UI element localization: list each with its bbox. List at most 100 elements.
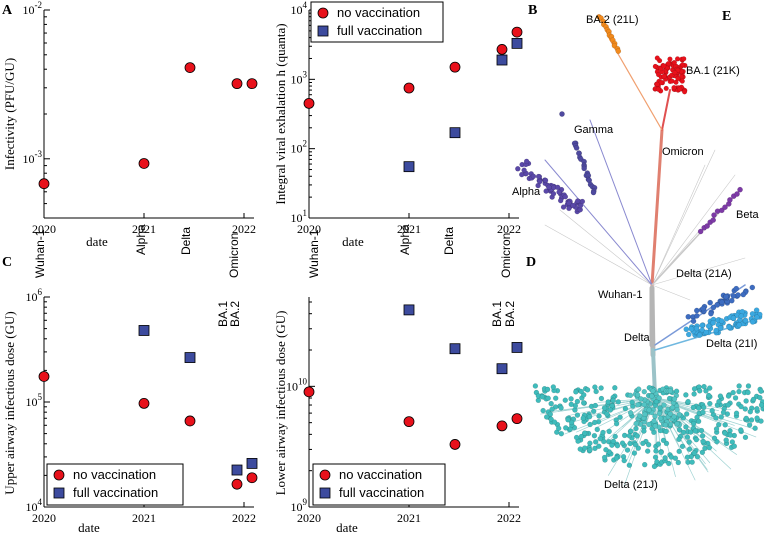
tree-branch-gamma <box>589 119 653 286</box>
tree-tip-delta-21j <box>581 430 588 436</box>
tree-tip-delta-21j <box>652 454 659 460</box>
tree-tip-delta-21a <box>730 293 737 299</box>
tree-tip-delta-21j <box>548 416 554 422</box>
tree-tip-ba1 <box>672 69 678 76</box>
x-tick-label: 2020 <box>297 222 321 236</box>
tree-tip-delta-21j <box>720 409 727 416</box>
tree-tip-delta-21a <box>719 299 725 306</box>
tree-tip-delta-21j <box>568 396 574 402</box>
tree-label-wuhan: Wuhan-1 <box>598 289 642 301</box>
tree-tip-delta-21j <box>736 388 742 395</box>
point-no-vaccination <box>449 61 461 73</box>
tree-branch-minor <box>651 149 716 286</box>
variant-label-delta-left: Delta <box>179 227 193 255</box>
tree-tip-delta-21j <box>698 427 705 434</box>
tree-tip-delta-21j <box>758 388 764 394</box>
tree-tip-delta-21j <box>591 419 598 426</box>
point-no-vaccination <box>511 413 523 425</box>
tree-tip-delta-21a <box>690 318 697 324</box>
tree-tip-delta-21j <box>605 399 611 405</box>
y-tick-label: 105 <box>26 392 43 409</box>
point-no-vaccination <box>403 82 415 94</box>
tree-tip-delta-21j <box>632 441 639 448</box>
tree-tip-delta-21j <box>732 395 739 401</box>
tree-tip-delta-21j <box>656 395 662 401</box>
tree-tip-alpha <box>562 194 569 200</box>
tree-tip-delta-21a <box>708 310 714 317</box>
tree-tip-delta-21j <box>691 450 698 456</box>
tree-tip-beta <box>704 223 710 229</box>
panel-label-d: D <box>526 255 536 270</box>
tree-tip-delta-21j <box>713 415 719 421</box>
tree-tip-alpha <box>521 167 527 173</box>
tree-tip-delta-21j <box>757 394 763 401</box>
tree-tip-delta-21a <box>707 299 713 306</box>
tree-tip-delta-21i <box>699 322 705 329</box>
panel-label-c: C <box>2 255 12 270</box>
legend: no vaccination full vaccination <box>312 463 446 506</box>
tree-tip-ba1 <box>661 63 667 69</box>
tree-tip-delta-21j <box>747 409 753 415</box>
tree-tip-delta-21j <box>691 391 697 397</box>
tree-tip-delta-21j <box>671 413 677 420</box>
point-no-vaccination <box>449 439 461 450</box>
tree-tip-delta-21j <box>657 415 664 421</box>
x-axis-label: date <box>86 234 108 249</box>
tree-tip-delta-21j <box>607 407 614 413</box>
tree-tip-delta-21j <box>604 411 610 417</box>
tree-tip-delta-21j <box>711 435 718 441</box>
tree-tip-delta-21j <box>591 432 598 439</box>
tree-tip-delta-21j <box>568 401 574 408</box>
point-no-vaccination <box>138 397 150 409</box>
point-full-vaccination <box>184 352 196 363</box>
tree-branch-minor <box>651 164 706 286</box>
legend-box <box>310 1 444 43</box>
tree-tip-ba1 <box>663 85 669 92</box>
tree-tip-delta-21a <box>685 313 692 320</box>
tree-label-alpha: Alpha <box>512 186 541 198</box>
point-full-vaccination <box>138 325 150 336</box>
point-full-vaccination <box>449 127 461 139</box>
tree-tip-delta-21j <box>550 384 557 390</box>
tree-tip-delta-21j <box>709 407 715 414</box>
tree-tip-delta-21j <box>729 439 736 445</box>
tree-tip-delta-21j <box>680 429 687 436</box>
tree-tip-delta-21j <box>754 415 760 421</box>
point-full-vaccination <box>231 464 243 476</box>
tree-tip-delta-21j <box>742 406 748 412</box>
tree-tip-delta-21j <box>635 402 641 408</box>
legend: no vaccination full vaccination <box>310 1 444 43</box>
tree-tip-ba1 <box>661 73 667 80</box>
tree-tip-delta-21j <box>601 405 608 411</box>
tree-tip-ba1 <box>654 81 660 87</box>
tree-tip-delta-21i <box>683 326 690 333</box>
tree-tip-delta-21j <box>641 389 647 395</box>
tree-tip-delta-21j <box>635 386 642 392</box>
tree-tip-delta-21j <box>544 386 551 393</box>
tree-tip-delta-21j <box>666 395 673 402</box>
y-tick-label: 10-2 <box>23 0 43 17</box>
tree-tip-beta <box>727 197 733 203</box>
tree-tip-delta-21j <box>752 425 758 431</box>
tree-tip-delta-21j <box>694 454 701 460</box>
tree-tip-delta-21a <box>710 304 717 311</box>
tree-tip-delta-21j <box>748 417 755 423</box>
point-full-vaccination <box>496 363 508 375</box>
legend-marker-full-vaccination <box>317 25 329 37</box>
variant-label-omicron-right: Omicron <box>499 233 513 278</box>
tree-tip-delta-21j <box>699 449 706 456</box>
x-axis-label: date <box>336 520 358 535</box>
tree-tip-delta-21j <box>697 388 703 394</box>
tree-tip-delta-21j <box>651 418 657 424</box>
tree-label-gamma: Gamma <box>574 124 614 136</box>
tree-tip-delta-21j <box>627 392 634 399</box>
tree-branch-delta-21a <box>654 284 746 346</box>
tree-tip-delta-21j <box>562 397 568 403</box>
tree-tip-delta-21a <box>700 305 706 312</box>
tree-tip-delta-21j <box>754 406 760 412</box>
point-full-vaccination <box>496 54 508 66</box>
variant-label-wuhan-right: Wuhan-1 <box>307 229 321 278</box>
tree-tip-delta-21j <box>731 443 738 449</box>
tree-tip-alpha <box>523 158 530 165</box>
